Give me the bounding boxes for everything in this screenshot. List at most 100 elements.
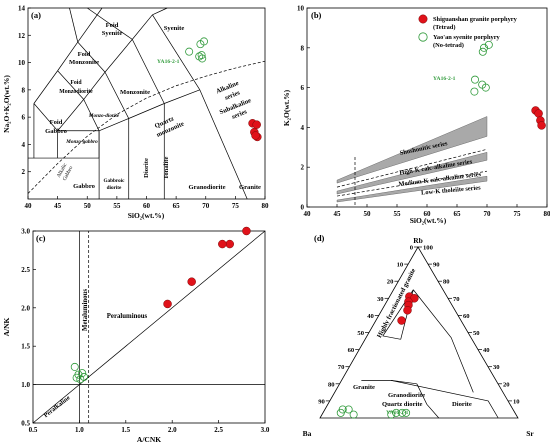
panel-d-green-point [392, 408, 401, 417]
tas-boundary [132, 14, 153, 40]
quartz-diorite-boundary [416, 383, 440, 419]
ternary-left-tick-label: 60 [348, 347, 355, 354]
panel-c-y-tick-label: 1.0 [21, 381, 30, 389]
tas-boundary [69, 7, 79, 43]
legend-red-label-line1: Shiguanshan granite porphyry [433, 16, 518, 23]
legend-red-marker [418, 14, 428, 24]
panel-a-x-tick-label: 65 [173, 202, 181, 210]
panel-a-y-tick-label: 2 [22, 168, 26, 176]
high-k-dashed [336, 148, 488, 188]
ternary-left-tick-label: 50 [357, 330, 364, 337]
panel-c-x-axis-label: A/CNK [137, 435, 161, 444]
panel-c-y-tick-label: 0.5 [21, 420, 30, 428]
panel-a-x-tick-label: 45 [54, 202, 62, 210]
panel-a-red-point [251, 131, 260, 140]
panel-a-x-tick-label: 80 [262, 202, 270, 210]
panel-b-letter: (b) [311, 10, 322, 20]
legend-green-marker [418, 32, 428, 42]
panel-c-letter: (c) [36, 233, 46, 243]
panel-a-y-tick-label: 12 [18, 32, 26, 40]
panel-b-x-tick-label: 65 [454, 210, 462, 218]
panel-c-green-point [80, 372, 89, 381]
ternary-left-tick-label: 90 [318, 398, 325, 405]
label-peraluminous: Peraluminous [107, 313, 148, 320]
panel-b-x-tick-label: 45 [334, 210, 342, 218]
apex-ba: Ba [303, 429, 312, 438]
panel-a-sample-annotation: YA16-2-1 [157, 59, 180, 65]
ternary-left-tick-label: 30 [377, 296, 384, 303]
panel-d-sample-annotation: YA16-2-1 [386, 410, 409, 416]
tas-boundary [77, 41, 106, 73]
hfg-boundary-left [382, 289, 414, 340]
panel-c-red-point [242, 226, 251, 236]
panel-c-boundaries [32, 230, 266, 424]
field-foid-gabbro-2: Gabbro [45, 128, 68, 135]
panel-a-x-tick-label: 40 [25, 202, 33, 210]
tas-boundary [152, 14, 201, 91]
panel-b-red-point [534, 109, 543, 118]
panel-c-red-point [225, 239, 234, 249]
tas-boundary [128, 103, 165, 119]
diagonal-line [32, 230, 266, 424]
panel-b-ticks: 40 45 50 55 60 65 70 75 80 0 2 4 6 8 10 [297, 5, 550, 219]
panel-a-ticks: 40 45 50 55 60 65 70 75 80 2 4 6 8 10 12 14 [18, 5, 269, 211]
ternary-right-tick-label: 60 [463, 313, 470, 320]
panel-c-x-tick-label: 1.0 [75, 426, 84, 434]
panel-c-ticks: 0.5 1.0 1.5 2.0 2.5 3.0 0.5 1.0 1.5 2.0 2.5 3.0 [21, 228, 270, 435]
field-foid-syenite: Foid [106, 22, 119, 29]
panel-a-green-point [198, 54, 207, 63]
panel-d-data-points [336, 292, 419, 419]
panel-c-x-tick-label: 1.5 [121, 426, 130, 434]
panel-c-y-tick-label: 2.0 [21, 304, 30, 312]
legend-green-label-line2: (No-tetrad) [433, 42, 464, 49]
panel-b-green-point [470, 75, 479, 84]
tas-boundary [83, 71, 106, 100]
panel-c-y-axis-label: A/NK [2, 317, 11, 336]
panel-d-green-point [349, 410, 358, 419]
panel-b-y-axis-label: K₂O(wt.%) [282, 89, 291, 126]
panel-b-y-tick-label: 6 [301, 84, 305, 92]
panel-a-x-tick-label: 60 [143, 202, 151, 210]
legend-green-label-line1: Yao'an syenite porphyry [433, 34, 501, 41]
panel-b-green-point [484, 40, 493, 49]
panel-b-x-axis-label: SiO₂(wt.%) [410, 216, 447, 225]
ternary-right-tick-label: 50 [473, 330, 480, 337]
field-tonalite: Tonalite [163, 157, 170, 180]
label-metaluminous: Metaluminous [82, 289, 89, 331]
tas-boundary [164, 89, 200, 104]
legend-red-label-line2: (Tetrad) [433, 24, 455, 31]
medium-k-dashed [336, 170, 488, 197]
panel-a-y-tick-label: 14 [18, 5, 26, 13]
panel-a-y-tick-label: 10 [18, 59, 26, 67]
field-granite: Granite [239, 184, 261, 191]
panel-b-x-tick-label: 70 [484, 210, 492, 218]
field-foid-monzodiorite: Foid [70, 80, 82, 86]
ternary-right-tick-label: 90 [433, 262, 440, 269]
tas-boundary [152, 7, 168, 16]
panel-c-x-tick-label: 2.5 [214, 426, 223, 434]
label-granodiorite: Granodiorite [388, 392, 425, 399]
panel-c-frame [32, 230, 266, 424]
panel-c-red-point [187, 277, 196, 286]
panel-c-red-point [163, 299, 172, 309]
field-granodiorite: Granodiorite [189, 184, 226, 191]
field-monzonite: Monzonite [120, 89, 150, 96]
panel-b-x-tick-label: 60 [424, 210, 432, 218]
panel-b-x-tick-label: 40 [304, 210, 312, 218]
ternary-left-tick-label: 70 [338, 364, 345, 371]
panel-a-red-point [252, 120, 261, 129]
ternary-left-tick-label: 40 [367, 313, 374, 320]
granodiorite-diorite-boundary [390, 380, 499, 419]
panel-c-x-tick-label: 3.0 [261, 426, 270, 434]
panel-a-y-axis-label: Na₂O+K₂O(wt.%) [2, 75, 11, 133]
panel-b-x-tick-label: 75 [514, 210, 522, 218]
panel-a-green-point [185, 47, 194, 56]
ternary-left-tick-label: 20 [387, 279, 394, 286]
tas-boundary [57, 41, 79, 71]
panel-b-green-point [470, 87, 479, 96]
panel-a-y-tick-label: 8 [22, 86, 26, 94]
panel-d-red-point [397, 316, 406, 325]
medium-k-boundary-band [336, 175, 488, 203]
panel-b-x-tick-label: 55 [394, 210, 402, 218]
ternary-right-tick-label: 10 [513, 398, 520, 405]
